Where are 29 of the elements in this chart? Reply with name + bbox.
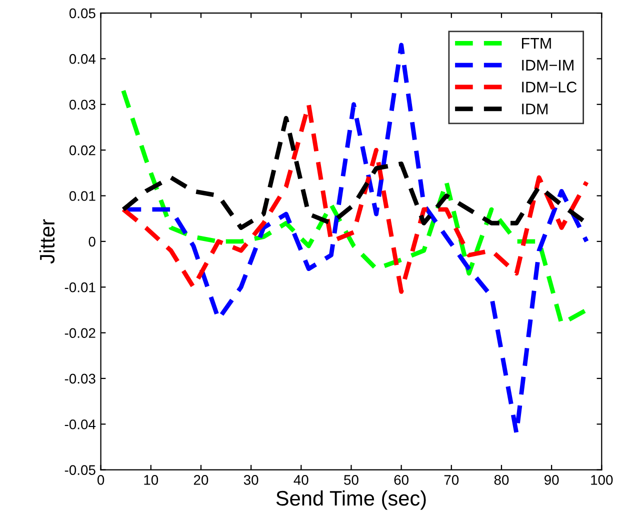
y-tick-label: -0.02 [64,328,96,338]
y-tick-label: 0.05 [69,8,96,18]
y-tick-label: -0.01 [64,282,96,292]
x-tick-label: 50 [344,475,358,485]
legend-label: IDM−LC [522,82,577,92]
x-tick-label: 40 [294,475,308,485]
x-tick-label: 20 [194,475,208,485]
y-tick-label: -0.04 [64,419,96,430]
y-tick-label: -0.03 [64,374,96,384]
x-axis-title: Send Time (sec) [276,490,426,510]
x-tick-label: 30 [244,475,258,485]
y-tick-label: 0.04 [69,54,96,64]
y-tick-label: 0.01 [69,191,96,201]
x-tick-label: 70 [444,475,459,485]
y-axis-title: Jitter [39,219,55,264]
legend-label: IDM−IM [522,60,574,70]
y-tick-label: -0.05 [64,465,96,475]
x-tick-label: 60 [394,475,408,485]
x-tick-label: 90 [544,475,559,485]
x-tick-label: 80 [494,475,509,485]
legend-label: IDM [522,104,548,114]
legend-label: FTM [522,38,551,49]
x-tick-label: 0 [97,475,104,485]
y-tick-label: 0.03 [69,100,96,110]
line-series [121,102,589,294]
x-tick-label: 100 [591,475,613,485]
y-tick-label: 0 [88,236,96,247]
y-tick-label: 0.02 [69,145,96,156]
x-tick-label: 10 [144,475,158,485]
